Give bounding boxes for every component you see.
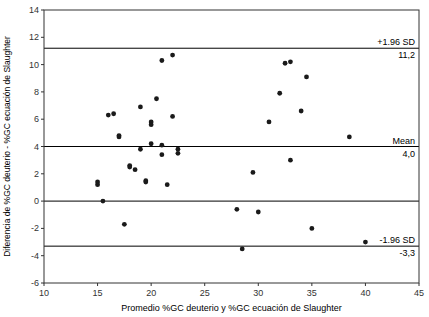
plot-frame xyxy=(44,10,419,283)
y-tick xyxy=(41,283,44,284)
point xyxy=(111,111,116,116)
point xyxy=(176,147,181,152)
x-tick xyxy=(311,283,312,286)
point xyxy=(288,158,293,163)
point xyxy=(101,199,106,204)
x-tick-label: 35 xyxy=(307,288,317,298)
line-value-label: -3,3 xyxy=(399,248,415,258)
line-value-label: 11,2 xyxy=(398,50,415,60)
point xyxy=(176,151,181,156)
point xyxy=(95,180,100,185)
point xyxy=(133,167,138,172)
point xyxy=(283,61,288,66)
x-tick-label: 10 xyxy=(39,288,49,298)
point xyxy=(143,178,148,183)
y-tick xyxy=(41,146,44,147)
x-tick xyxy=(258,283,259,286)
y-tick-label: 14 xyxy=(29,5,39,15)
point xyxy=(159,152,164,157)
point xyxy=(122,222,127,227)
y-tick xyxy=(41,64,44,65)
x-tick xyxy=(151,283,152,286)
chart: 10 15 20 25 30 35 40 45 -6 -4 -2 0 2 4 6 8 10 12 14 Promedi… xyxy=(0,0,429,317)
y-tick xyxy=(41,91,44,92)
line-label: -1.96 SD xyxy=(379,235,415,245)
line-value-label: 4,0 xyxy=(402,149,415,159)
point xyxy=(304,74,309,79)
point xyxy=(309,226,314,231)
point xyxy=(106,113,111,118)
reference-line xyxy=(44,146,419,147)
point xyxy=(149,122,154,127)
x-tick-label: 20 xyxy=(146,288,156,298)
y-tick-label: 0 xyxy=(34,196,39,206)
reference-line xyxy=(44,201,419,202)
reference-line xyxy=(44,246,419,247)
x-tick-label: 30 xyxy=(253,288,263,298)
point xyxy=(347,135,352,140)
point xyxy=(117,133,122,138)
point xyxy=(165,182,170,187)
y-tick xyxy=(41,119,44,120)
x-tick-label: 25 xyxy=(200,288,210,298)
y-axis-label: Diferencia de %GC deuterio - %GC ecuació… xyxy=(2,36,12,257)
y-tick-label: 10 xyxy=(29,60,39,70)
x-tick-label: 40 xyxy=(360,288,370,298)
y-tick xyxy=(41,173,44,174)
y-tick-label: -4 xyxy=(31,251,39,261)
y-tick-label: -2 xyxy=(31,223,39,233)
x-tick xyxy=(419,283,420,286)
line-label: Mean xyxy=(392,136,415,146)
y-tick xyxy=(41,255,44,256)
point xyxy=(170,114,175,119)
point xyxy=(288,59,293,64)
point xyxy=(159,143,164,148)
x-tick-label: 15 xyxy=(93,288,103,298)
y-tick xyxy=(41,10,44,11)
point xyxy=(170,53,175,58)
point xyxy=(159,58,164,63)
point xyxy=(154,96,159,101)
point xyxy=(363,240,368,245)
y-tick-label: 4 xyxy=(34,142,39,152)
point xyxy=(138,147,143,152)
point xyxy=(240,246,245,251)
y-tick-label: 6 xyxy=(34,114,39,124)
plot-area xyxy=(44,48,419,251)
line-label: +1.96 SD xyxy=(377,37,415,47)
y-tick xyxy=(41,201,44,202)
reference-line xyxy=(44,48,419,49)
point xyxy=(149,141,154,146)
x-axis-label: Promedio %GC deuterio y %GC ecuación de … xyxy=(121,303,342,313)
point xyxy=(267,120,272,125)
y-tick xyxy=(41,228,44,229)
point xyxy=(256,210,261,215)
x-tick xyxy=(97,283,98,286)
y-tick xyxy=(41,37,44,38)
y-tick-label: -6 xyxy=(31,278,39,288)
point xyxy=(299,109,304,114)
point xyxy=(277,91,282,96)
x-tick-label: 45 xyxy=(414,288,424,298)
y-tick-label: 2 xyxy=(34,169,39,179)
point xyxy=(251,170,256,175)
point xyxy=(127,163,132,168)
point xyxy=(138,105,143,110)
x-tick xyxy=(204,283,205,286)
y-tick-label: 8 xyxy=(34,87,39,97)
y-tick-label: 12 xyxy=(29,32,39,42)
point xyxy=(234,207,239,212)
x-tick xyxy=(365,283,366,286)
